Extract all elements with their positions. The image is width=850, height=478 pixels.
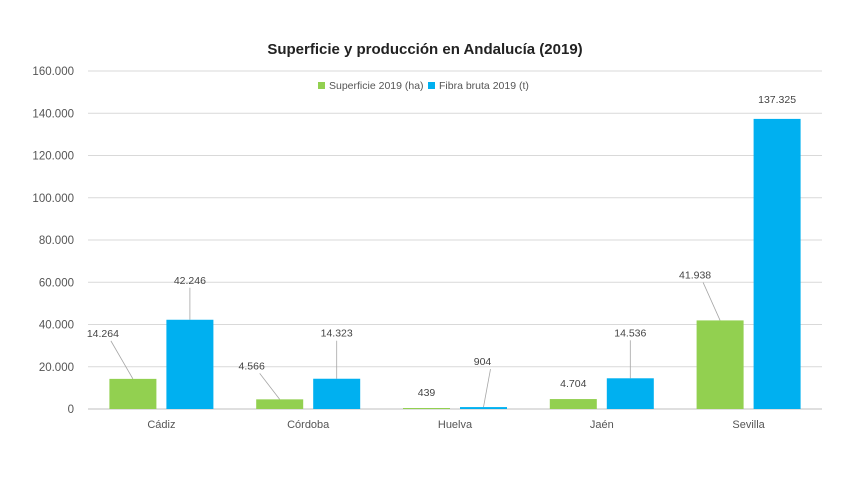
bar [109,378,157,409]
y-tick-label: 80.000 [39,235,74,247]
y-tick-label: 40.000 [39,320,74,332]
label-leader-line [259,373,281,400]
data-label: 14.536 [614,327,646,339]
data-label: 439 [418,387,436,399]
bars [109,118,801,409]
label-leader-line [483,369,491,408]
bar [753,118,801,409]
bar [256,399,304,409]
x-tick-label: Sevilla [732,419,765,431]
data-label: 4.704 [560,378,586,390]
y-tick-label: 0 [68,404,74,416]
legend-swatch [318,82,325,89]
y-tick-label: 120.000 [32,151,74,163]
data-label: 42.246 [174,275,206,287]
data-label: 14.264 [87,328,119,340]
y-tick-label: 140.000 [32,108,74,120]
label-leader-line [702,282,721,321]
y-tick-label: 160.000 [32,66,74,78]
bar [696,320,744,409]
x-tick-label: Huelva [438,419,473,431]
legend-swatch [428,82,435,89]
data-label: 41.938 [679,269,711,281]
bar [460,407,507,409]
bar [313,378,361,409]
legend: Superficie 2019 (ha) Fibra bruta 2019 (t) [318,80,529,92]
bar [549,399,597,409]
y-tick-label: 20.000 [39,362,74,374]
chart-title: Superficie y producción en Andalucía (20… [267,41,582,58]
data-labels: 14.264 42.246 4.566 14.323 439 904 4.704 14.536… [87,94,796,399]
bar [606,378,654,409]
bar [166,319,214,409]
label-leader-line [110,340,134,380]
data-label: 137.325 [758,94,796,106]
x-tick-label: Córdoba [287,419,330,431]
y-tick-label: 100.000 [32,193,74,205]
data-label: 904 [474,356,492,368]
y-tick-label: 60.000 [39,277,74,289]
legend-label: Superficie 2019 (ha) [329,80,424,92]
data-label: 4.566 [239,360,265,372]
bar [403,408,450,409]
x-tick-label: Cádiz [147,419,175,431]
data-label: 14.323 [321,328,353,340]
legend-label: Fibra bruta 2019 (t) [439,80,529,92]
label-leader-lines [110,282,721,408]
x-tick-label: Jaén [590,419,614,431]
y-axis: 0 20.000 40.000 60.000 80.000 100.000 120.000 1… [32,66,74,416]
x-axis: Cádiz Córdoba Huelva Jaén Sevilla [147,419,765,431]
